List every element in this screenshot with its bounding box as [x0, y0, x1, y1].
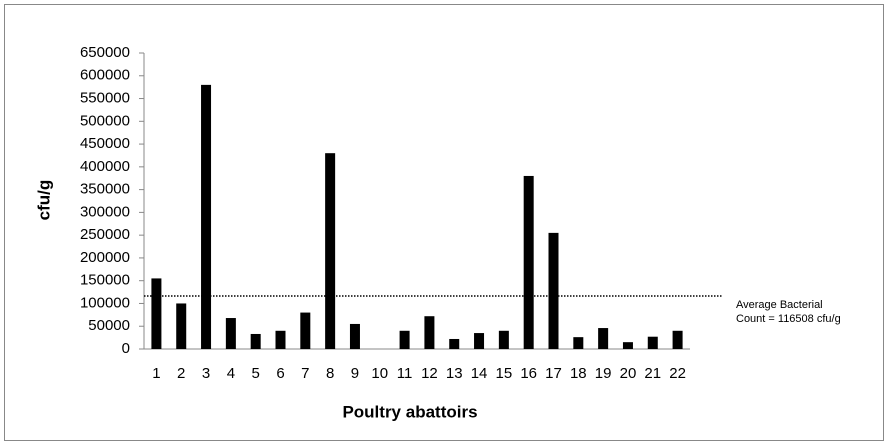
x-tick-label: 1	[152, 365, 160, 382]
bar	[672, 330, 683, 349]
bar	[225, 318, 236, 349]
bar	[424, 316, 435, 349]
y-tick-label: 200000	[80, 249, 130, 266]
x-tick-label: 10	[371, 365, 388, 382]
x-tick-label: 19	[595, 365, 612, 382]
bar	[399, 330, 410, 349]
bar	[201, 84, 212, 349]
x-tick-label: 15	[496, 365, 513, 382]
annotation: Count = 116508 cfu/g	[736, 313, 841, 325]
x-tick-label: 20	[620, 365, 637, 382]
bar	[622, 342, 633, 349]
bar	[498, 330, 509, 349]
x-tick-label: 6	[276, 365, 284, 382]
x-tick-label: 21	[644, 365, 661, 382]
x-tick-label: 2	[177, 365, 185, 382]
bar	[548, 232, 559, 349]
y-tick-label: 650000	[80, 44, 130, 61]
x-tick-label: 17	[545, 365, 562, 382]
x-tick-label: 9	[351, 365, 359, 382]
y-tick-label: 350000	[80, 181, 130, 198]
frame	[4, 4, 884, 441]
x-axis-title: Poultry abattoirs	[342, 402, 477, 421]
y-tick-label: 150000	[80, 272, 130, 289]
x-tick-label: 5	[252, 365, 260, 382]
x-tick-label: 16	[520, 365, 537, 382]
x-tick-label: 14	[471, 365, 488, 382]
x-tick-label: 12	[421, 365, 438, 382]
bar	[598, 328, 609, 349]
bar	[151, 278, 162, 349]
bar	[449, 338, 460, 349]
bar	[474, 333, 485, 349]
bar	[573, 337, 584, 349]
y-tick-label: 500000	[80, 112, 130, 129]
y-tick-label: 0	[122, 340, 130, 357]
x-tick-label: 18	[570, 365, 587, 382]
bar	[176, 303, 187, 349]
x-tick-label: 11	[397, 365, 413, 382]
bar	[300, 312, 311, 349]
y-tick-label: 250000	[80, 226, 130, 243]
y-tick-label: 100000	[80, 294, 130, 311]
y-tick-label: 450000	[80, 135, 130, 152]
bar	[349, 323, 360, 349]
x-tick-label: 7	[301, 365, 309, 382]
y-tick-label: 550000	[80, 90, 130, 107]
bar	[275, 330, 286, 349]
y-tick-label: 600000	[80, 67, 130, 84]
bar	[325, 153, 336, 349]
y-axis-title: cfu/g	[34, 180, 53, 221]
y-tick-label: 300000	[80, 203, 130, 220]
bar	[250, 333, 261, 349]
y-tick-label: 400000	[80, 158, 130, 175]
x-tick-label: 8	[326, 365, 334, 382]
x-tick-label: 22	[669, 365, 686, 382]
y-tick-label: 50000	[88, 317, 130, 334]
annotation: Average Bacterial	[736, 299, 823, 311]
x-tick-label: 4	[227, 365, 235, 382]
x-tick-label: 13	[446, 365, 463, 382]
x-tick-label: 3	[202, 365, 210, 382]
bar	[647, 336, 658, 349]
bar	[523, 175, 534, 349]
